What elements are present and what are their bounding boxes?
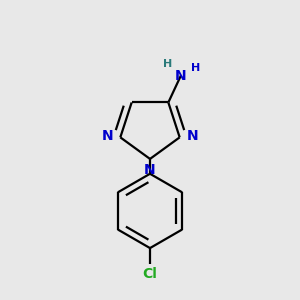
Text: N: N [175, 68, 187, 83]
Text: N: N [144, 164, 156, 177]
Text: N: N [187, 129, 199, 143]
Text: H: H [163, 58, 172, 69]
Text: N: N [101, 129, 113, 143]
Text: Cl: Cl [142, 267, 158, 281]
Text: H: H [190, 63, 200, 73]
